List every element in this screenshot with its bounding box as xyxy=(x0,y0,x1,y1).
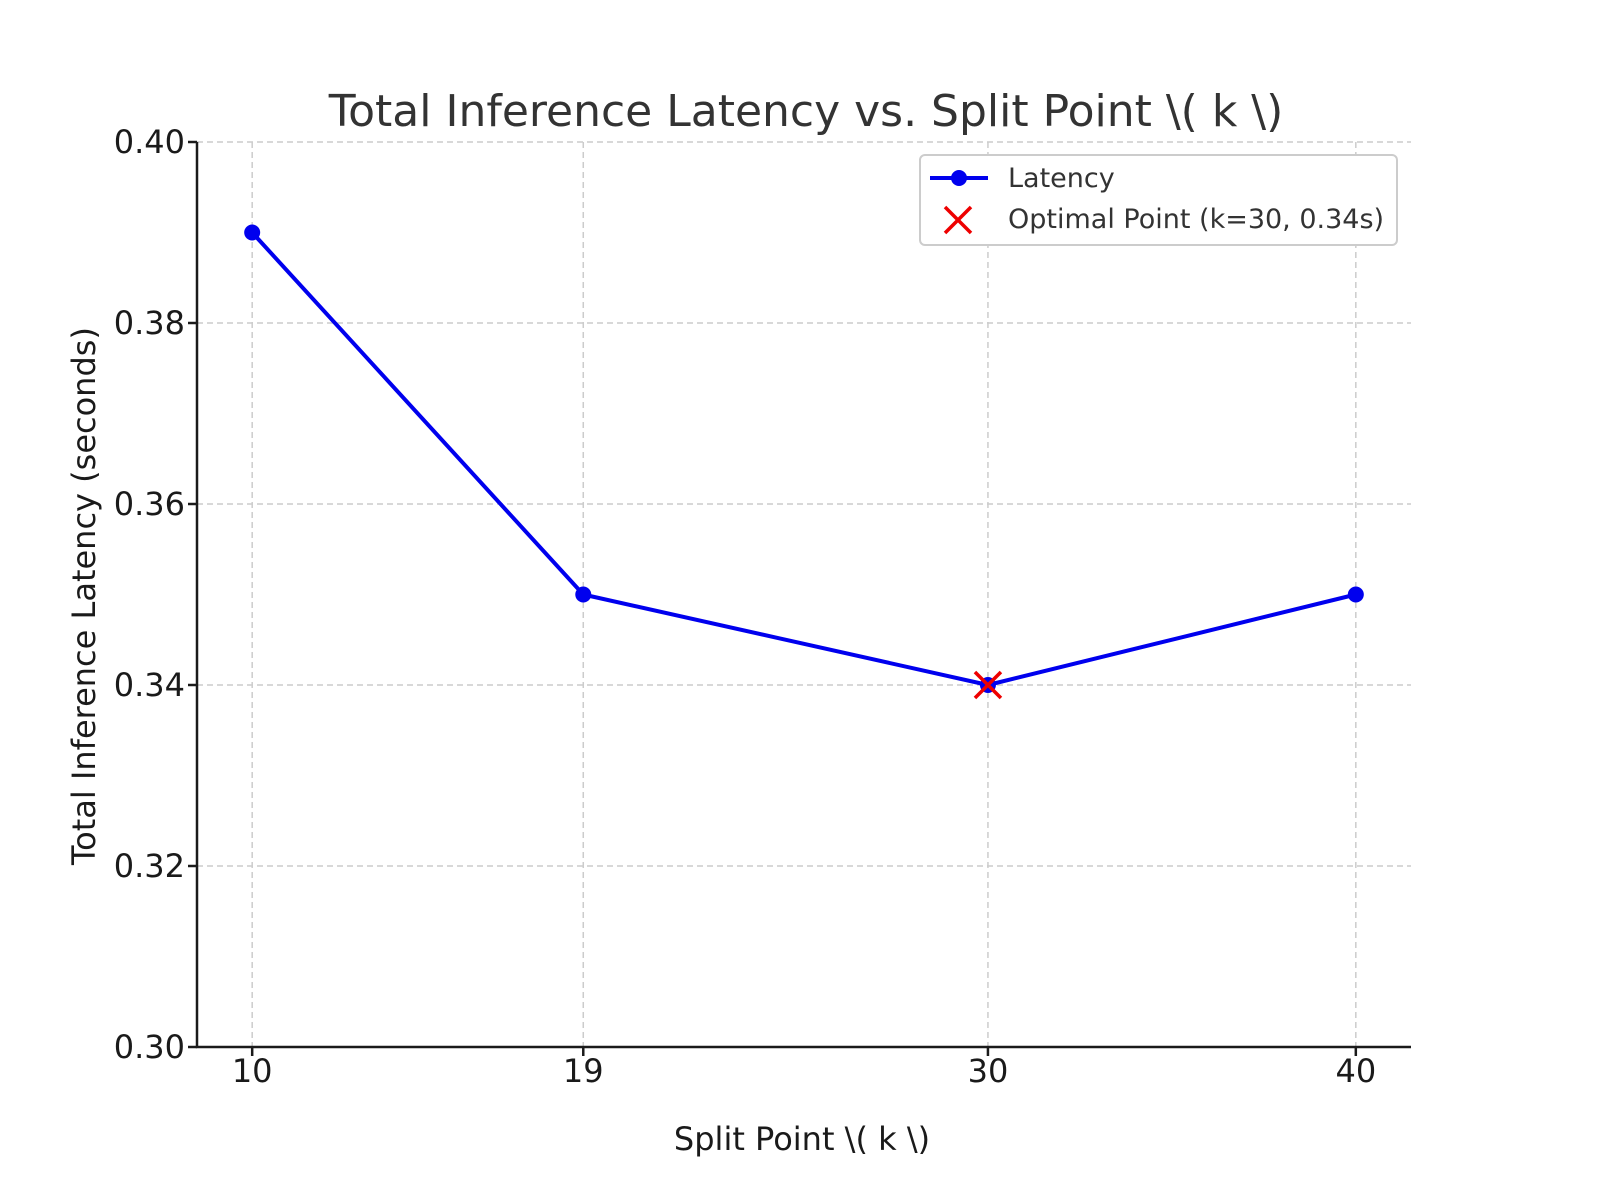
chart-title: Total Inference Latency vs. Split Point … xyxy=(328,86,1284,137)
optimal-point-stroke-b xyxy=(973,670,1003,700)
legend: Latency Optimal Point (k=30, 0.34s) xyxy=(919,154,1398,246)
axes-layer xyxy=(195,142,1411,1049)
legend-box xyxy=(919,154,1398,246)
legend-optimal-label: Optimal Point (k=30, 0.34s) xyxy=(1008,204,1384,235)
x-axis-label: Split Point \( k \) xyxy=(674,1120,930,1158)
series-layer xyxy=(244,224,1364,693)
legend-latency-marker xyxy=(951,170,967,186)
y-tick-label: 0.36 xyxy=(114,485,185,523)
x-tick-label: 30 xyxy=(968,1052,1009,1090)
x-tick-label: 40 xyxy=(1335,1052,1376,1090)
y-tick-label: 0.34 xyxy=(114,666,185,704)
axis-spines xyxy=(195,142,1411,1049)
y-tick-label: 0.30 xyxy=(114,1028,185,1066)
y-tick-label: 0.40 xyxy=(114,123,185,161)
legend-optimal-marker-stroke-b xyxy=(943,205,973,235)
legend-latency-label: Latency xyxy=(1008,163,1115,194)
grid-layer xyxy=(197,141,1411,1048)
data-point xyxy=(575,586,592,603)
y-axis-label: Total Inference Latency (seconds) xyxy=(65,327,103,866)
data-point xyxy=(244,224,261,241)
legend-optimal-marker xyxy=(943,205,973,235)
optimal-point-marker xyxy=(973,670,1003,700)
y-tick-label: 0.32 xyxy=(114,847,185,885)
x-tick-label: 19 xyxy=(563,1052,604,1090)
highlight-layer xyxy=(973,670,1003,700)
y-tick-label: 0.38 xyxy=(114,304,185,342)
x-tick-label: 10 xyxy=(232,1052,273,1090)
ticks-layer: 0.30 0.32 0.34 0.36 0.38 0.40 10 19 30 40 xyxy=(114,123,1376,1090)
data-point xyxy=(1347,586,1364,603)
series-line-0 xyxy=(250,231,1357,687)
